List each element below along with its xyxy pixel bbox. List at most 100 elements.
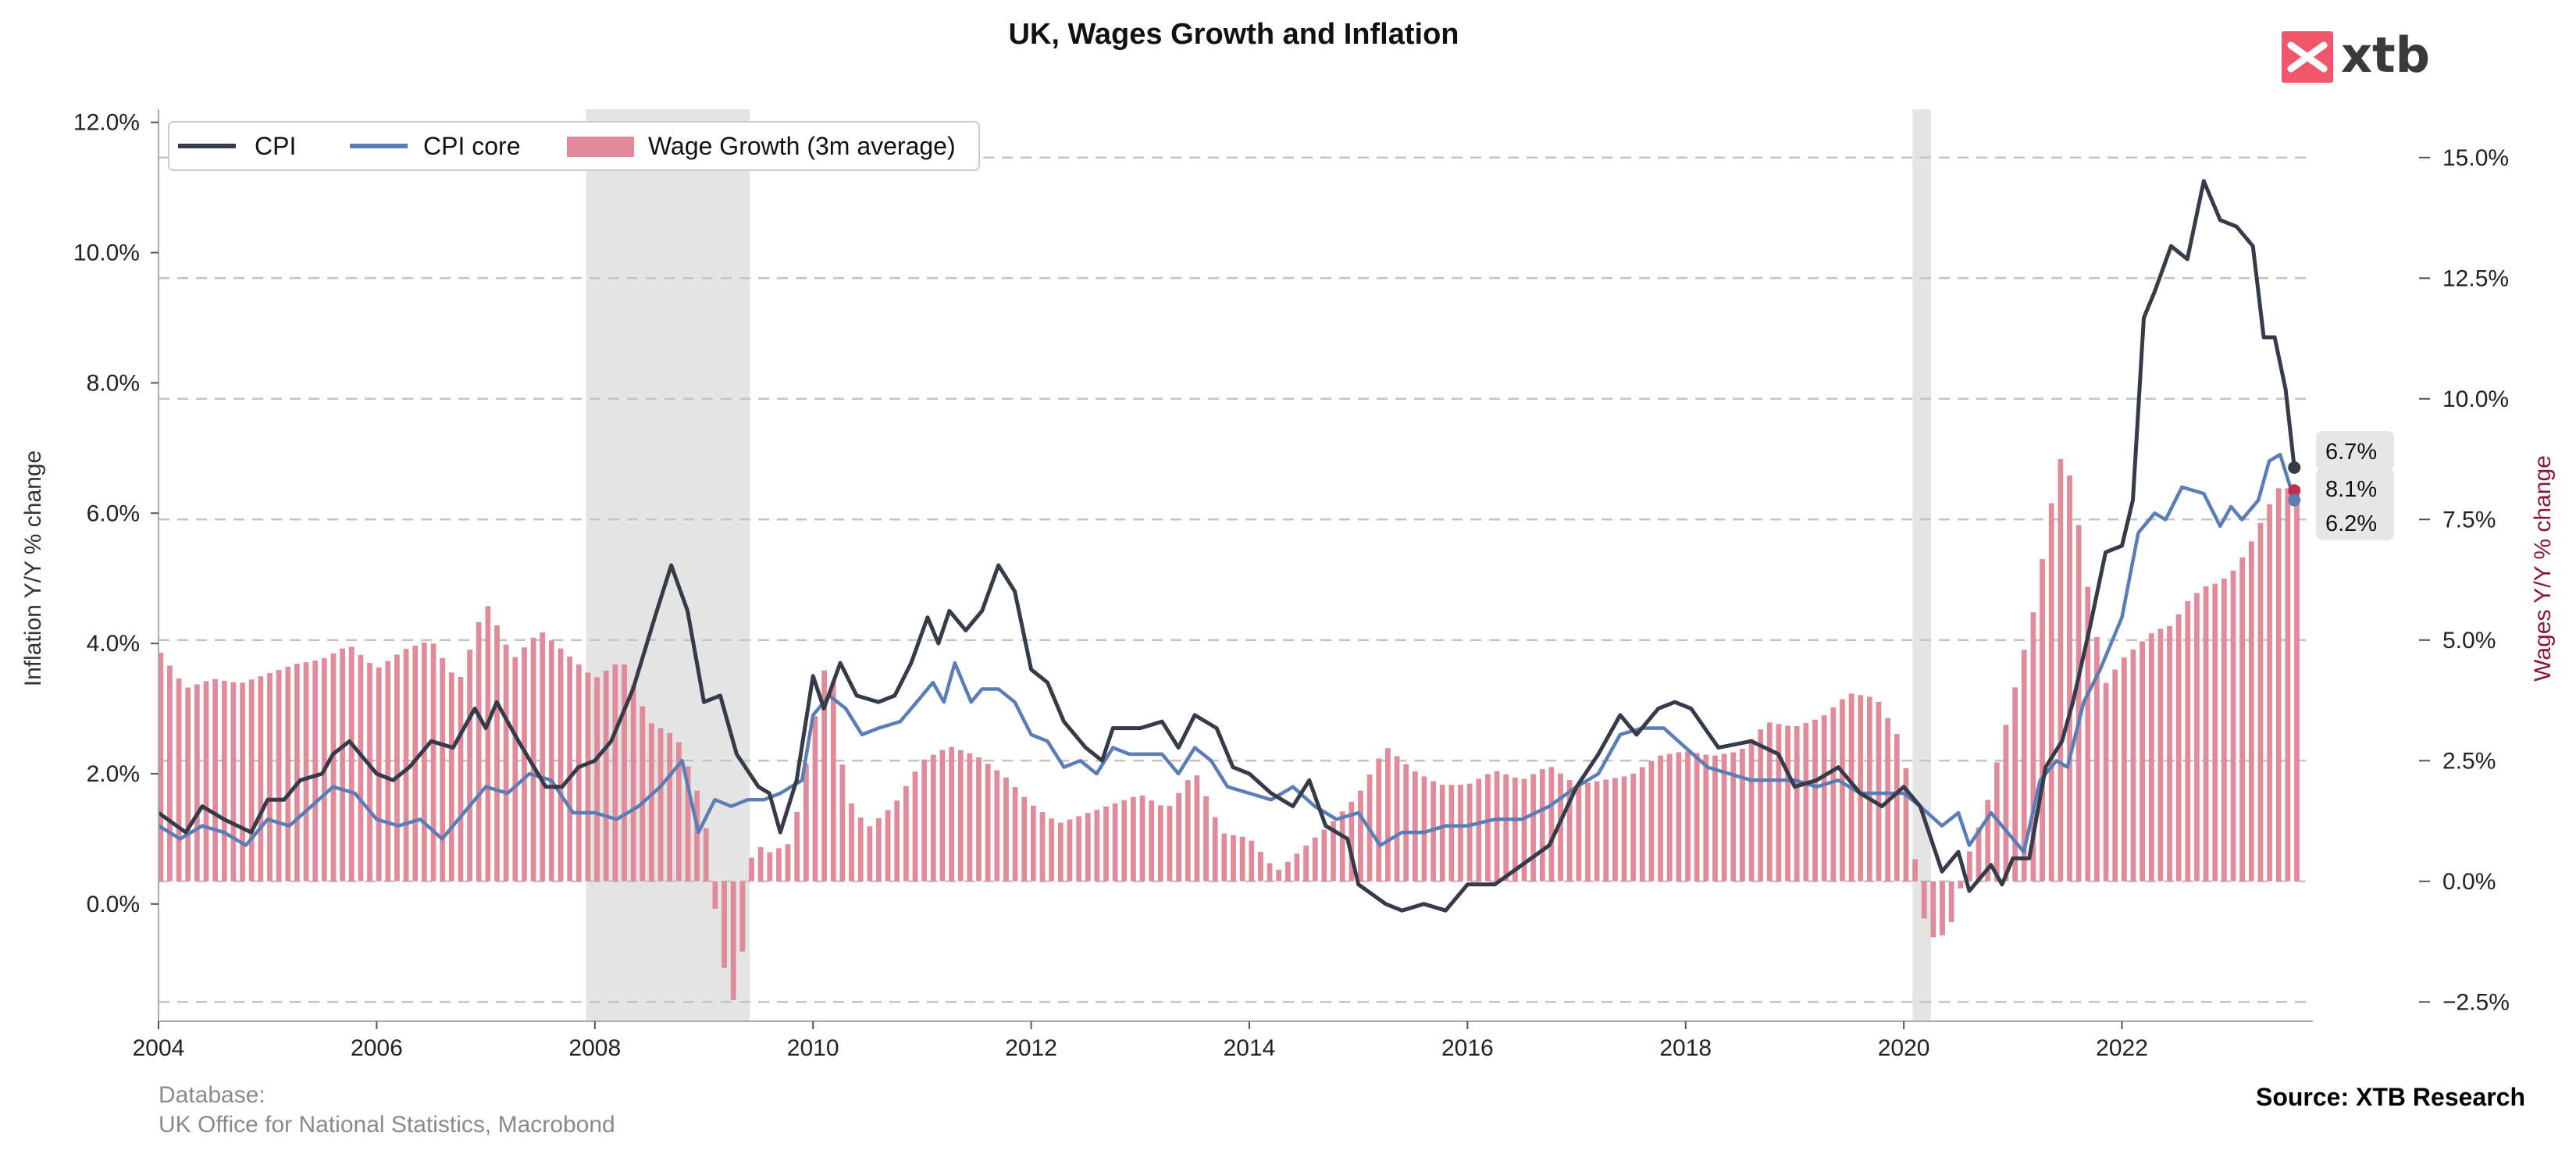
wage-bar [2221, 579, 2227, 881]
wage-bar [675, 742, 682, 881]
left-tick-label: 10.0% [73, 240, 140, 266]
right-tick-label: −2.5% [2442, 989, 2510, 1015]
end-label-text: 6.7% [2325, 440, 2377, 465]
wage-bar [1539, 769, 1545, 881]
wage-bar [1576, 784, 1582, 881]
wage-bar [1139, 796, 1145, 881]
wage-bar [176, 678, 182, 881]
wage-bar [1094, 810, 1100, 881]
wage-bar [2257, 522, 2264, 881]
wage-bar [603, 671, 609, 881]
wage-bar [1921, 881, 1927, 919]
wage-bar [1776, 724, 1782, 881]
wage-bar [1276, 869, 1282, 881]
wage-bar [440, 657, 446, 881]
left-tick-label: 8.0% [87, 370, 140, 396]
legend-label-wage-growth: Wage Growth (3m average) [648, 132, 956, 160]
wage-bar [739, 881, 746, 952]
wage-bar [1003, 777, 1009, 881]
wage-bar [385, 661, 391, 881]
wage-bar [276, 669, 282, 881]
wage-bar [776, 848, 782, 881]
wage-bar [867, 826, 873, 881]
wage-bar [749, 857, 754, 881]
wage-bar [1676, 752, 1682, 881]
legend-label-cpi-core: CPI core [423, 132, 520, 160]
wage-bar [1840, 699, 1845, 881]
wage-bar [230, 682, 237, 881]
wage-bar [2267, 504, 2272, 881]
wage-bar [1267, 863, 1273, 881]
wage-bar [1239, 836, 1245, 881]
wage-bar [485, 606, 491, 881]
wage-bar [821, 670, 827, 881]
wage-bar [1303, 846, 1309, 881]
wage-bar [1976, 827, 1982, 881]
wage-bar [703, 828, 709, 881]
wage-bar [1412, 771, 1418, 881]
left-tick-label: 4.0% [87, 631, 140, 657]
wage-bar [2003, 725, 2009, 881]
wage-bar [1521, 778, 1527, 881]
wage-bar [367, 663, 372, 881]
end-value-labels: 6.7% 8.1% 6.2% [2288, 431, 2394, 540]
wage-bar [1212, 817, 1218, 881]
wage-bar [757, 847, 764, 881]
wage-bar [1012, 787, 1018, 881]
end-dot [2288, 484, 2301, 497]
wage-bar [1494, 771, 1500, 881]
wage-bar [1167, 806, 1173, 881]
wage-bar [1203, 796, 1209, 881]
wage-bar [1339, 811, 1345, 881]
end-label-text: 8.1% [2325, 477, 2377, 502]
wage-bar [1049, 818, 1055, 881]
x-tick-label: 2022 [2096, 1035, 2148, 1061]
wage-bar [794, 811, 800, 881]
wage-bar [1057, 822, 1064, 881]
wage-bar [340, 648, 345, 881]
wage-bar [1821, 715, 1827, 881]
x-tick-label: 2012 [1005, 1035, 1057, 1061]
wage-bar [939, 750, 946, 881]
wage-bar [1812, 719, 1818, 881]
wage-bar [194, 684, 200, 881]
wage-bar [1231, 835, 1236, 881]
wage-bar [294, 664, 300, 881]
wage-bar [1185, 780, 1191, 881]
wage-bar [2103, 682, 2109, 881]
wage-bar [1730, 752, 1737, 881]
wage-bar [1421, 776, 1427, 881]
wage-bar [1548, 767, 1555, 881]
wage-bar [2021, 650, 2027, 881]
wage-bar [640, 706, 646, 881]
wage-bar [422, 642, 427, 881]
wage-bars [158, 458, 2300, 1000]
wage-bar [2294, 490, 2300, 881]
cpi-core-line [157, 452, 2296, 854]
wage-bar [1021, 796, 1028, 881]
wage-bar [394, 654, 400, 881]
wage-bar [1349, 801, 1355, 881]
wage-bar [876, 818, 882, 881]
wage-bar [1067, 819, 1073, 881]
wage-bar [849, 803, 854, 881]
legend: CPI CPI core Wage Growth (3m average) [168, 121, 980, 171]
wage-bar [1948, 881, 1954, 922]
wage-bar [1358, 790, 1363, 881]
wage-bar [1712, 755, 1718, 881]
wage-bar [903, 785, 909, 881]
wage-bar [2194, 593, 2200, 881]
wage-bar [994, 770, 1000, 881]
wage-bar [785, 844, 791, 881]
wage-bar [458, 677, 464, 881]
wage-bar [1866, 696, 1872, 881]
recession-shading [586, 109, 1932, 1021]
end-label-text: 6.2% [2325, 511, 2377, 536]
wage-bar [567, 656, 573, 881]
x-tick-label: 2006 [351, 1035, 403, 1061]
wage-bar [857, 817, 864, 881]
wage-bar [540, 632, 546, 881]
wage-bar [1030, 805, 1036, 881]
wage-bar [1112, 803, 1118, 881]
x-tick-label: 2020 [1878, 1035, 1930, 1061]
